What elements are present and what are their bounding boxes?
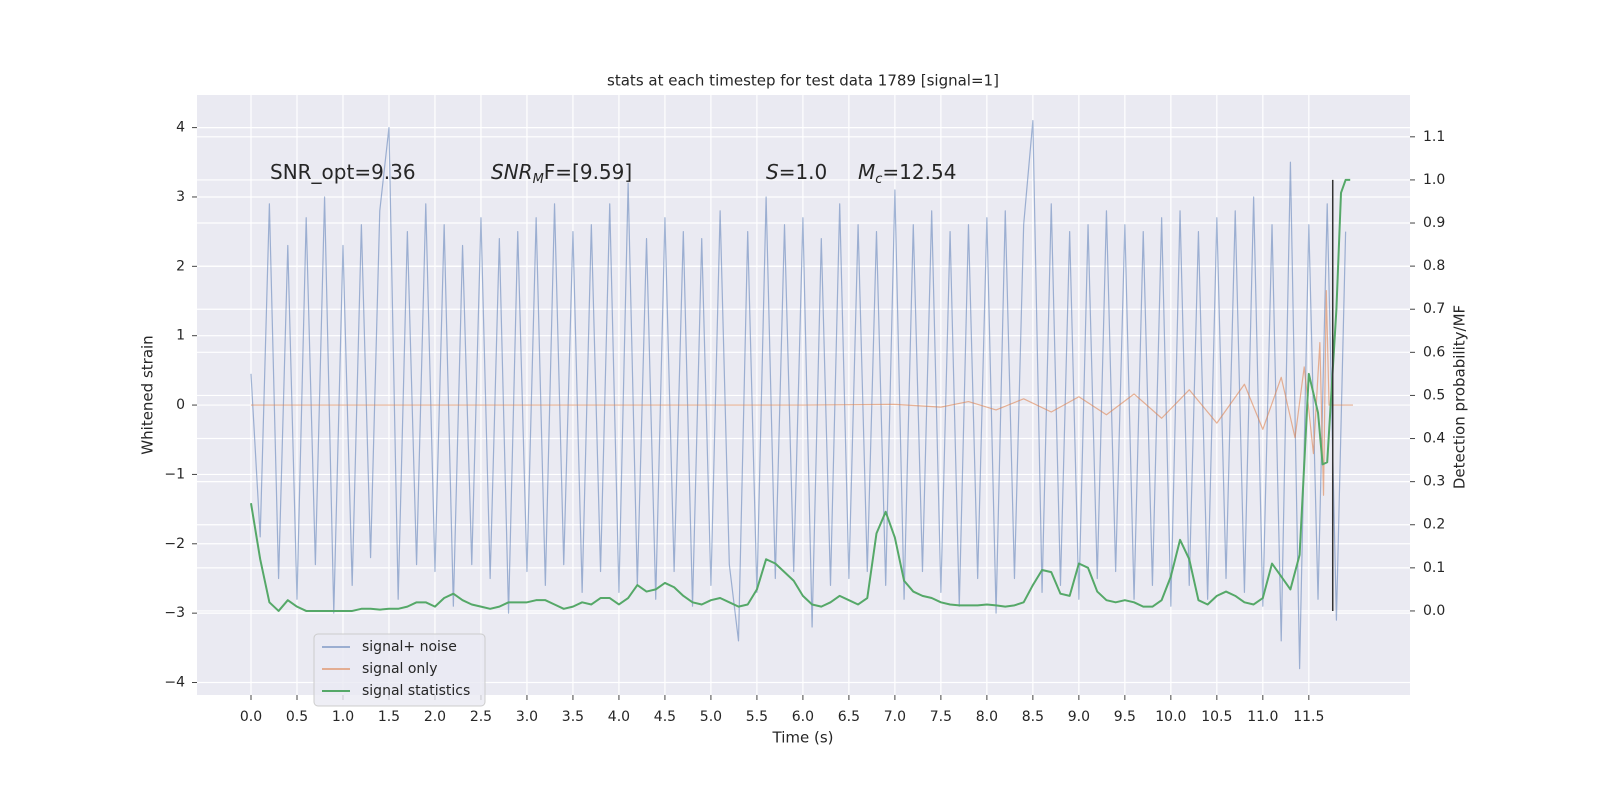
y-tick-label: 3 [176,189,185,205]
x-tick-label: 1.5 [378,709,400,725]
y-tick-label: 0 [176,397,185,413]
y2-tick-label: 0.0 [1423,603,1445,619]
x-axis-label: Time (s) [772,729,834,747]
x-tick-label: 10.5 [1201,709,1232,725]
y2-tick-label: 0.5 [1423,387,1445,403]
x-tick-label: 11.0 [1247,709,1278,725]
annotation-part: M [533,172,544,187]
y2-tick-label: 0.1 [1423,560,1445,576]
x-tick-label: 8.5 [1022,709,1044,725]
legend-label: signal only [362,661,437,677]
x-tick-label: 11.5 [1293,709,1324,725]
annotation-part: =1.0 [779,160,828,184]
y-tick-label: 4 [176,120,185,136]
series-line [250,120,1347,670]
y-tick-label: −3 [164,605,185,621]
labels: 0.0 0.5 1.0 1.5 2.0 2.5 3.0 3.5 4.0 4.5 5.0 5.5 6.0 6… [164,120,1445,725]
x-tick-label: 7.5 [930,709,952,725]
annotation-part: c [875,172,882,187]
annotation: SNRMF=[9.59] [491,160,632,187]
y2-tick-label: 0.7 [1423,301,1445,317]
x-tick-label: 4.0 [608,709,630,725]
legend-box [313,633,486,707]
annotation: Mc=12.54 [858,160,956,187]
y2-tick-label: 0.4 [1423,431,1445,447]
x-tick-label: 8.0 [976,709,998,725]
x-tick-label: 9.0 [1068,709,1090,725]
y-tick-label: 1 [176,328,185,344]
annotation-part: SNR_opt=9.36 [270,160,416,184]
y2-tick-label: 0.3 [1423,474,1445,490]
series-line [250,290,1353,496]
y-axis-label: Whitened strain [139,335,157,454]
y2-tick-label: 1.1 [1423,129,1445,145]
x-tick-label: 3.0 [516,709,538,725]
marks [250,120,1353,670]
legend-label: signal statistics [362,683,470,699]
legend-label: signal+ noise [362,639,457,655]
x-tick-label: 5.5 [746,709,768,725]
x-tick-label: 0.5 [286,709,308,725]
x-tick-label: 0.0 [240,709,262,725]
annotation-part: S [766,160,779,184]
y-tick-label: −4 [164,675,185,691]
annotation-part: M [858,160,875,184]
x-tick-label: 4.5 [654,709,676,725]
y2-tick-label: 1.0 [1423,172,1445,188]
series-line [250,178,1351,612]
x-tick-label: 9.5 [1114,709,1136,725]
y-tick-label: −1 [164,466,185,482]
y2-tick-label: 0.8 [1423,258,1445,274]
x-tick-label: 2.0 [424,709,446,725]
y2-tick-label: 0.6 [1423,344,1445,360]
y2-tick-label: 0.2 [1423,517,1445,533]
x-tick-label: 7.0 [884,709,906,725]
x-tick-label: 5.0 [700,709,722,725]
annotation: SNR_opt=9.36 [270,160,416,184]
x-tick-label: 2.5 [470,709,492,725]
annotation-part: SNR [491,160,533,184]
annotation-part: F=[9.59] [544,160,632,184]
y-tick-label: 2 [176,258,185,274]
y-tick-label: −2 [164,536,185,552]
y2-tick-label: 0.9 [1423,215,1445,231]
y2-axis-label: Detection probability/MF [1451,305,1469,489]
annotation: S=1.0 [766,160,827,184]
x-tick-label: 6.5 [838,709,860,725]
x-tick-label: 1.0 [332,709,354,725]
x-tick-label: 3.5 [562,709,584,725]
annotation-part: =12.54 [882,160,956,184]
x-tick-label: 6.0 [792,709,814,725]
chart-title: stats at each timestep for test data 178… [607,72,999,90]
x-tick-label: 10.0 [1155,709,1186,725]
